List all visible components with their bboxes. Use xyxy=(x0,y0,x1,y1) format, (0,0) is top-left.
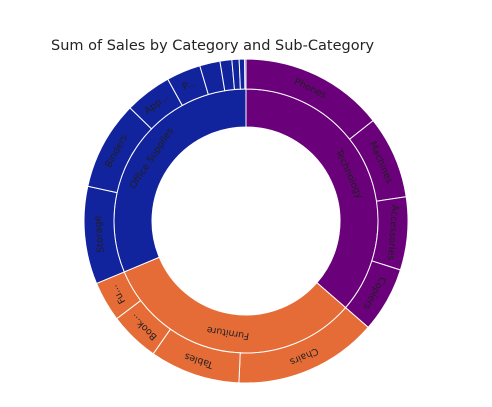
subcategory-segment-labels[interactable] xyxy=(238,58,246,90)
subcategory-label-accessories: Accessories xyxy=(385,204,400,260)
subcategory-label-paper: P... xyxy=(181,78,198,93)
subcategory-segment-fasteners[interactable] xyxy=(244,58,247,90)
subcategory-label-storage: Storage xyxy=(92,215,106,253)
chart-title: Sum of Sales by Category and Sub-Categor… xyxy=(51,38,375,54)
